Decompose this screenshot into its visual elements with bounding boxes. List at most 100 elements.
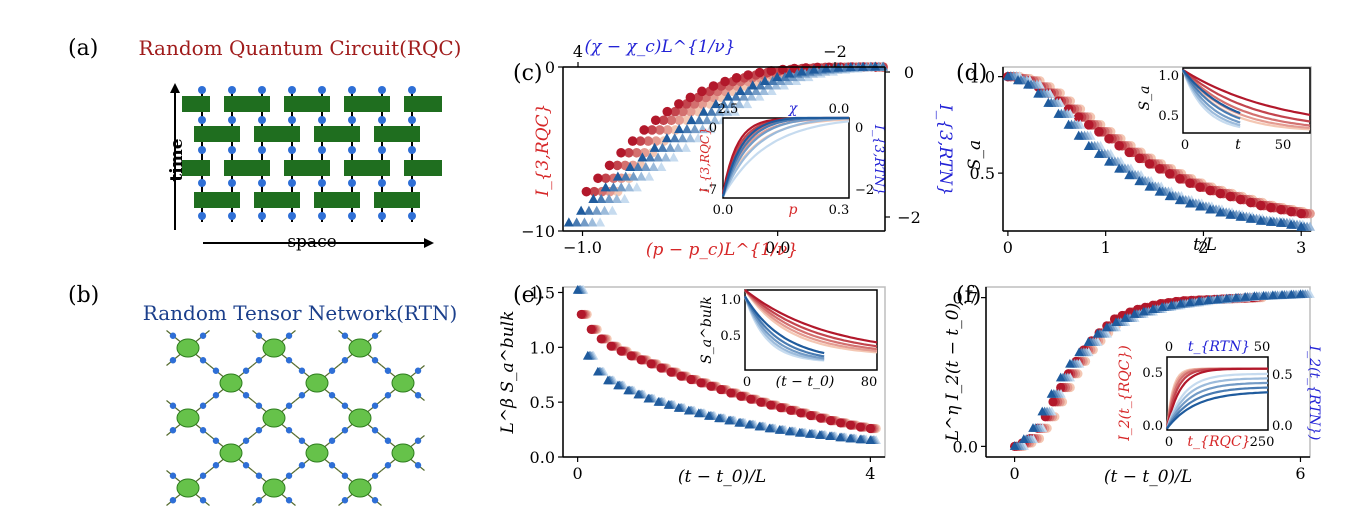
rtn-point [1023,79,1034,89]
measurement-dot [228,86,236,94]
rqc-point [646,359,656,369]
bond-dot [169,427,177,434]
rtn-point [653,396,664,406]
rtn-point [1037,406,1048,416]
measurement-dot [198,86,206,94]
rtn-point [1203,295,1214,305]
inset-curve [1181,69,1241,127]
rtn-point [766,85,777,95]
rtn-point [1245,213,1256,223]
rqc-point [666,115,677,126]
panel-d-label: (d) [956,61,987,86]
rtn-point [1157,302,1167,311]
inset-x-label: p [789,202,798,218]
rqc-point [1114,140,1124,151]
bond-dot [212,462,220,469]
rtn-point [1240,292,1250,301]
rtn-point [706,106,717,116]
rqc-point [1048,397,1058,407]
bond-dot [384,367,392,374]
bond-dot [255,332,263,339]
bond-dot [199,357,207,364]
bond-dot [169,402,177,409]
rtn-point [1073,130,1084,140]
rqc-point [643,136,654,146]
rtn-point [726,99,737,109]
bond-dot [212,367,220,374]
rtn-point [1184,198,1195,208]
bond-dot [169,332,177,339]
unitary-gate [344,96,390,112]
rtn-point [669,133,680,143]
rqc-point [576,309,586,320]
x-axis-label: t/L [1193,235,1217,255]
rqc-point [1185,178,1195,189]
bond-dot [298,392,306,399]
rtn-point [1255,215,1266,225]
rqc-point [1175,174,1185,184]
bond-dot [285,427,293,434]
tensor-node [262,408,286,428]
inset-tick: −2 [855,183,874,198]
bond-dot [255,427,263,434]
rqc-point [678,106,688,117]
rtn-point [633,389,644,399]
rtn-point [681,123,692,134]
rtn-point [657,142,668,152]
rtn-point [729,106,740,116]
rtn-point [855,434,866,444]
y-axis-label: S_a [965,140,985,170]
bond-dot [384,462,392,469]
rtn-point [774,424,785,434]
y-tick-label: 0.0 [953,437,978,456]
rqc-point [746,394,756,404]
rtn-point [1093,148,1104,158]
rtn-point [631,182,642,192]
rtn-point [718,99,729,109]
rtn-point [572,285,583,294]
bond-dot [169,357,177,364]
tensor-node [262,478,286,498]
inset-tick: 50 [1275,138,1292,153]
y-tick-label: 1.0 [970,68,995,87]
rtn-point [1164,190,1175,201]
rtn-point [582,350,593,360]
rtn-point [1275,217,1287,227]
rtn-point [734,417,744,427]
measurement-dot [348,179,356,187]
inset-x-label: (t − t_0) [776,374,835,390]
inset-tick: 2.5 [718,102,739,117]
inset-curve [1182,69,1311,127]
rtn-point [1092,328,1103,338]
rtn-point [596,193,607,204]
tensor-node [219,443,243,463]
rtn-point [645,152,656,162]
top-tick-label: −2 [823,42,847,61]
bond-dot [169,472,177,479]
inset-curve [1182,69,1311,116]
rtn-point [1009,441,1020,450]
rtn-point [1286,289,1297,299]
rtn-point [815,430,825,439]
rqc-point [581,186,592,197]
rtn-point [1111,317,1121,327]
rtn-point [625,161,636,172]
rtn-point [1295,289,1306,298]
rtn-point [1028,423,1038,432]
rqc-point [656,363,666,373]
y-tick-label: 0.5 [970,164,995,183]
rqc-point [636,355,646,365]
x-tick-label: 0.0 [765,238,790,257]
x-tick-label: 0 [1003,238,1013,257]
rtn-point [784,426,795,436]
rqc-point [1266,202,1276,213]
rtn-point [735,85,746,95]
bond-dot [371,402,379,409]
rqc-point [706,381,716,391]
tensor-node [391,443,415,463]
rtn-point [1053,108,1064,118]
inset-tick: 50 [1254,340,1271,355]
bond-dot [341,427,349,434]
rtn-point [608,182,619,192]
